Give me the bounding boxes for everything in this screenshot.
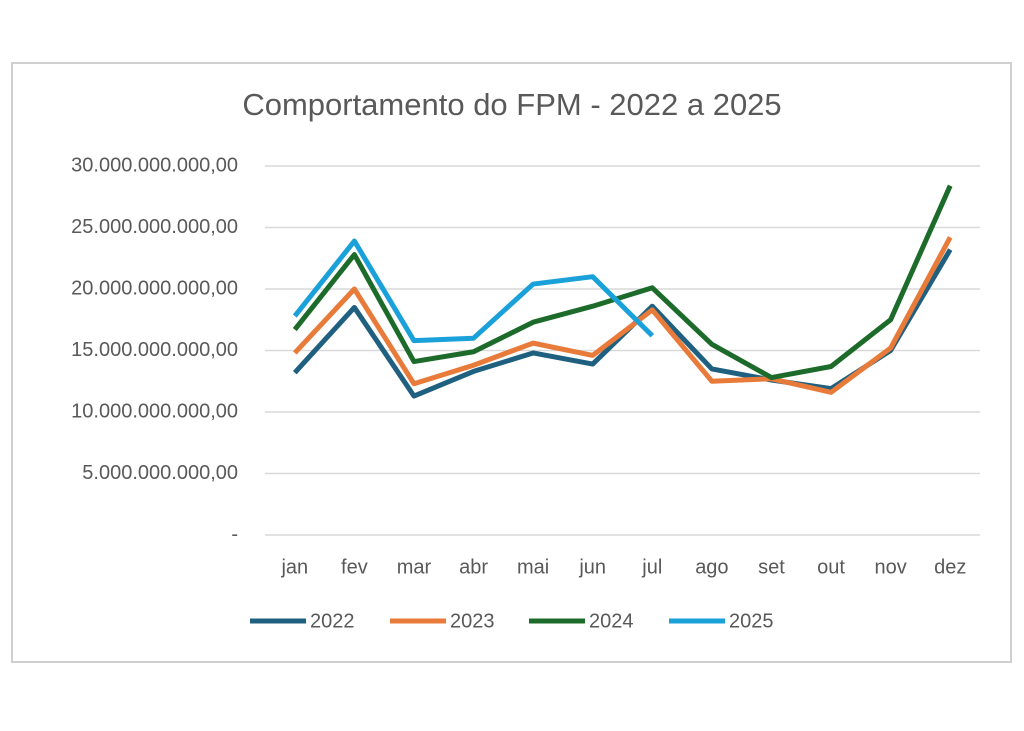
y-tick-label: 30.000.000.000,00: [71, 154, 238, 176]
y-tick-label: -: [231, 523, 238, 545]
legend-label: 2025: [729, 610, 774, 632]
x-tick-label: nov: [875, 556, 907, 578]
chart-title: Comportamento do FPM - 2022 a 2025: [242, 87, 781, 122]
x-tick-label: jan: [280, 556, 308, 578]
y-tick-label: 15.000.000.000,00: [71, 339, 238, 361]
y-tick-label: 25.000.000.000,00: [71, 216, 238, 238]
x-tick-label: out: [817, 556, 845, 578]
legend-label: 2024: [589, 610, 634, 632]
legend-label: 2023: [450, 610, 495, 632]
series-line: [292, 238, 655, 344]
x-tick-label: jul: [641, 556, 662, 578]
x-tick-label: abr: [459, 556, 488, 578]
x-tick-label: mai: [517, 556, 549, 578]
x-tick-label: fev: [341, 556, 368, 578]
y-tick-label: 20.000.000.000,00: [71, 277, 238, 299]
chart-frame: [11, 62, 1012, 663]
x-tick-label: mar: [397, 556, 432, 578]
legend-label: 2022: [310, 610, 355, 632]
x-tick-label: jun: [578, 556, 606, 578]
x-tick-label: ago: [695, 556, 728, 578]
series-line: [292, 184, 953, 381]
series-line: [292, 236, 953, 395]
y-tick-label: 5.000.000.000,00: [82, 462, 238, 484]
y-tick-label: 10.000.000.000,00: [71, 400, 238, 422]
x-tick-label: set: [758, 556, 785, 578]
x-tick-label: dez: [934, 556, 966, 578]
